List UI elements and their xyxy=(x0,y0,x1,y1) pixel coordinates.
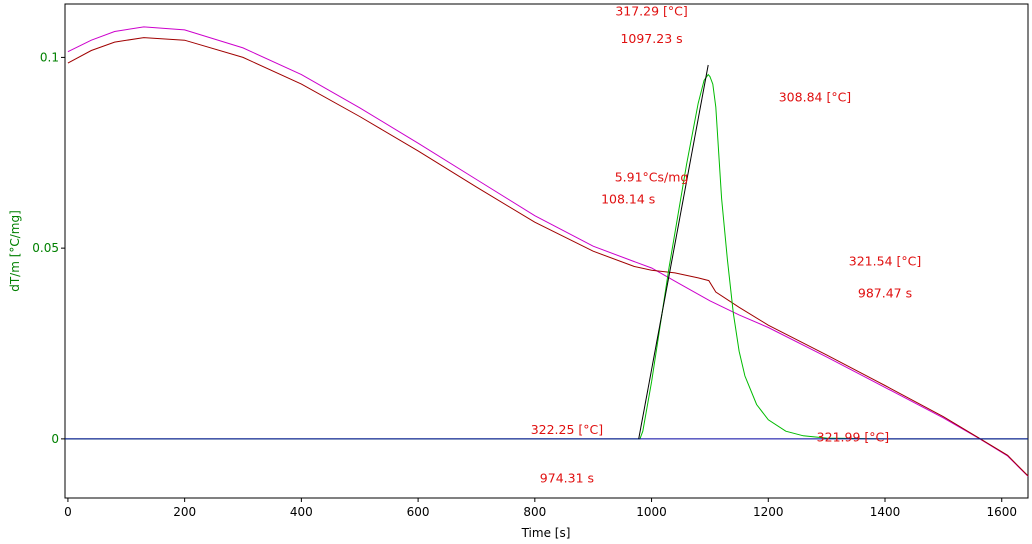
annotation-label: 321.54 [°C] xyxy=(849,253,921,268)
x-axis-label: Time [s] xyxy=(521,526,571,540)
y-tick-label: 0.1 xyxy=(40,50,59,64)
series-line-4 xyxy=(638,64,709,439)
annotation-label: 108.14 s xyxy=(601,192,655,207)
x-tick-label: 1000 xyxy=(636,505,667,519)
series-line-2 xyxy=(65,73,1028,440)
annotation-label: 317.29 [°C] xyxy=(615,3,687,18)
x-tick-label: 1200 xyxy=(753,505,784,519)
series-line-1 xyxy=(67,37,1029,477)
x-tick-label: 400 xyxy=(290,505,313,519)
x-tick-label: 200 xyxy=(173,505,196,519)
plot-frame xyxy=(64,3,1029,499)
x-tick-label: 1400 xyxy=(870,505,901,519)
annotation-label: 5.91°Cs/mg xyxy=(615,169,689,184)
x-tick-label: 800 xyxy=(523,505,546,519)
y-tick-label: 0.05 xyxy=(32,241,59,255)
x-tick-label: 1600 xyxy=(986,505,1017,519)
y-tick-label: 0 xyxy=(51,432,59,446)
annotation-label: 308.84 [°C] xyxy=(779,89,851,104)
annotation-label: 974.31 s xyxy=(540,471,594,486)
annotation-label: 321.99 [°C] xyxy=(817,430,889,445)
y-axis-ticks: 0 0.05 0.1 xyxy=(32,50,65,446)
series-layer xyxy=(65,26,1029,477)
annotations: 317.29 [°C] 1097.23 s 308.84 [°C] 5.91°Cs/m… xyxy=(531,3,922,485)
annotation-label: 322.25 [°C] xyxy=(531,422,603,437)
x-tick-label: 600 xyxy=(407,505,430,519)
annotation-label: 1097.23 s xyxy=(620,31,682,46)
x-tick-label: 0 xyxy=(64,505,72,519)
series-line-0 xyxy=(67,26,1029,477)
annotation-label: 987.47 s xyxy=(858,286,912,301)
y-axis-label: dT/m [°C/mg] xyxy=(8,210,22,292)
x-axis-ticks: 0 200 400 600 800 1000 1200 1400 1600 xyxy=(64,498,1017,519)
